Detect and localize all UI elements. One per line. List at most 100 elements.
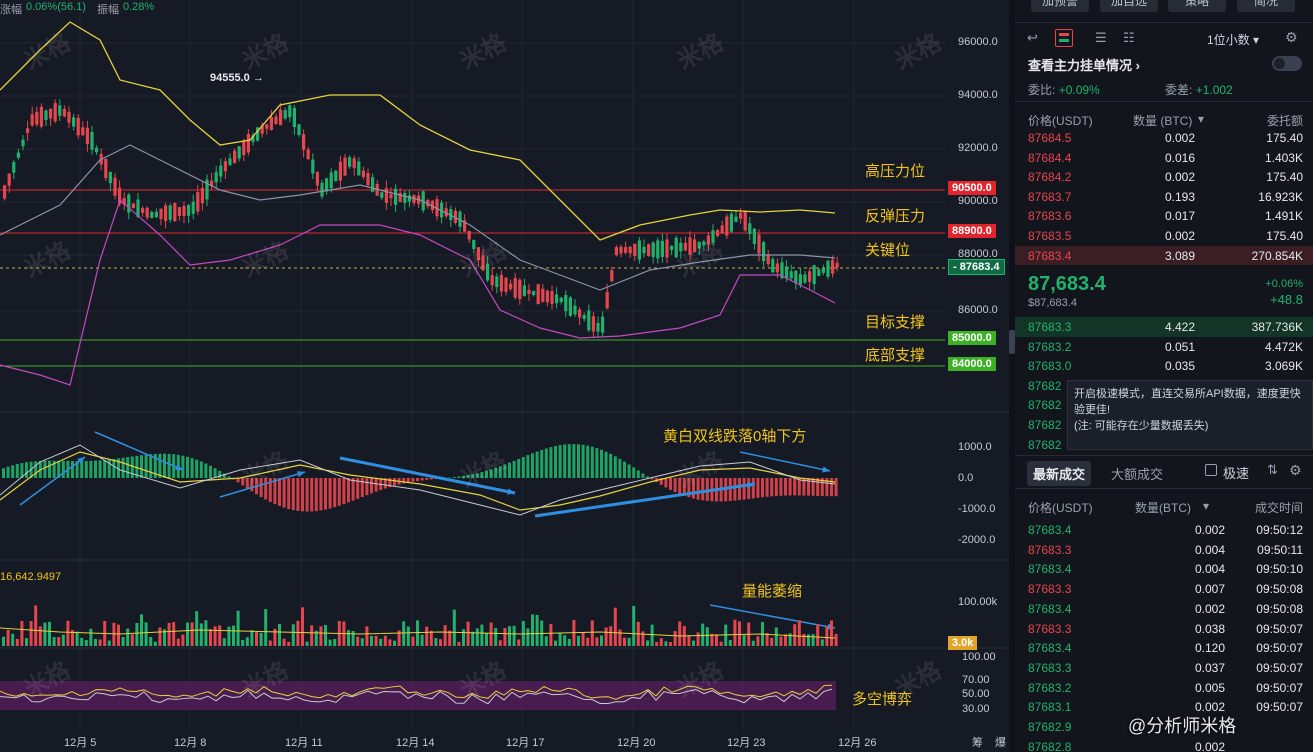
volume-bar (604, 627, 608, 646)
candle-body (748, 223, 752, 234)
candle-body (67, 112, 71, 123)
macd-bar (163, 453, 166, 478)
bid-row[interactable]: 87682 (1015, 395, 1313, 415)
trades-settings-icon[interactable]: ⚙ (1289, 462, 1302, 478)
macd-bar (130, 456, 134, 478)
volume-bar (324, 624, 327, 646)
precision-select[interactable]: 1位小数 ▾ (1207, 33, 1260, 47)
add-favorite-button[interactable]: 加自选 (1100, 0, 1158, 12)
ask-row[interactable]: 87684.5 0.002 175.40 (1015, 128, 1313, 148)
undo-icon[interactable]: ↩ (1027, 30, 1038, 45)
candle-body (775, 263, 779, 273)
volume-bar (669, 641, 672, 646)
trade-qty: 0.002 (1195, 739, 1226, 752)
macd-bar (314, 478, 318, 512)
macd-bar (825, 478, 829, 497)
ask-price: 87683.4 (1028, 248, 1072, 263)
candle-body (384, 188, 388, 203)
overview-button[interactable]: 简况 (1237, 0, 1295, 12)
candle-body (164, 205, 168, 222)
macd-bar (149, 454, 153, 478)
orderbook-asks-icon[interactable]: ☰ (1095, 30, 1107, 45)
orderbook-both-icon[interactable] (1055, 29, 1073, 47)
candle-body (568, 297, 572, 316)
ask-row[interactable]: 87683.6 0.017 1.491K (1015, 206, 1313, 226)
add-alert-button[interactable]: 加预警 (1031, 0, 1089, 12)
ask-row[interactable]: 87684.4 0.016 1.403K (1015, 148, 1313, 168)
volume-bar (742, 635, 746, 646)
macd-bar (411, 478, 415, 482)
trade-time: 09:50:08 (1256, 582, 1303, 597)
filter-icon[interactable]: ⇅ (1267, 462, 1278, 477)
candle-body (214, 172, 218, 183)
chart-area[interactable]: 涨幅 0.06%(56.1) 振幅 0.28% 94555.0 → 16,642… (0, 0, 1015, 752)
macd-bar (452, 477, 456, 478)
macd-bar (186, 456, 189, 478)
tab-latest-trades[interactable]: 最新成交 (1027, 461, 1092, 486)
bid-row[interactable]: 87682 (1015, 435, 1313, 455)
fast-mode-checkbox[interactable] (1205, 464, 1217, 476)
level-label-88900: 88900.0 (948, 224, 996, 238)
bid-price: 87683.2 (1028, 339, 1072, 354)
bid-row[interactable]: 87682 (1015, 376, 1313, 396)
ask-row[interactable]: 87683.4 3.089 270.854K (1015, 245, 1313, 266)
macd-bar (531, 453, 534, 478)
main-force-link[interactable]: 查看主力挂单情况 › (1028, 58, 1140, 73)
macd-bar (742, 478, 746, 500)
candle-body (219, 165, 223, 177)
macd-bar (71, 461, 74, 478)
macd-bar (659, 478, 663, 485)
candle-body (739, 212, 743, 219)
divider (1015, 455, 1313, 456)
macd-bar (807, 478, 810, 496)
macd-bar (383, 478, 387, 489)
volume-bar (66, 620, 70, 646)
volume-bar (388, 639, 392, 646)
orderbook-bids-icon[interactable]: ☷ (1123, 30, 1135, 45)
trade-price: 87683.4 (1028, 601, 1072, 616)
candle-body (729, 213, 733, 232)
level-label-current: - 87683.4 (948, 259, 1005, 275)
candle-body (302, 134, 306, 150)
macd-bar (259, 478, 263, 497)
volume-bar (71, 630, 74, 646)
strategy-button[interactable]: 策略 (1168, 0, 1226, 12)
volume-bar (370, 636, 373, 646)
candle-body (734, 216, 738, 222)
volume-bar (728, 640, 732, 646)
macd-axis-label: 1000.0 (958, 441, 992, 453)
volume-bar (659, 638, 663, 646)
ask-amount: 175.40 (1266, 131, 1303, 145)
ask-price: 87684.5 (1028, 131, 1072, 145)
bid-row[interactable]: 87683.2 0.051 4.472K (1015, 337, 1313, 357)
candle-body (233, 150, 237, 164)
volume-current-label: 3.0k (948, 636, 978, 650)
candle-body (329, 172, 333, 189)
volume-bar (227, 626, 231, 646)
tab-large-trades[interactable]: 大额成交 (1111, 467, 1164, 482)
ask-row[interactable]: 87683.7 0.193 16.923K (1015, 187, 1313, 207)
resize-handle[interactable] (1009, 330, 1015, 354)
main-force-toggle[interactable] (1272, 56, 1302, 71)
macd-dif-line (0, 444, 836, 516)
panel-divider[interactable] (1009, 0, 1015, 752)
settings-icon[interactable]: ⚙ (1285, 29, 1298, 45)
orderbook-header: 价格(USDT) 数量 (BTC) ▾ 委托额 (1028, 112, 1303, 128)
bid-row[interactable]: 87682 (1015, 415, 1313, 435)
ask-row[interactable]: 87684.2 0.002 175.40 (1015, 167, 1313, 187)
chart-canvas[interactable] (0, 0, 1015, 752)
volume-bar (719, 641, 723, 646)
macd-bar (365, 478, 369, 496)
candle-body (311, 159, 315, 174)
volume-bar (581, 632, 585, 646)
ask-qty: 0.002 (1165, 229, 1196, 243)
candle-body (366, 172, 370, 186)
trade-price: 87683.3 (1028, 582, 1072, 597)
macd-bar (264, 478, 268, 500)
bid-row[interactable]: 87683.3 4.422 387.736K (1015, 317, 1313, 337)
candle-body (320, 182, 324, 197)
bid-row[interactable]: 87683.0 0.035 3.069K (1015, 356, 1313, 376)
ask-row[interactable]: 87683.5 0.002 175.40 (1015, 226, 1313, 246)
trade-time: 09:50:11 (1257, 542, 1303, 557)
volume-bar (80, 637, 84, 646)
